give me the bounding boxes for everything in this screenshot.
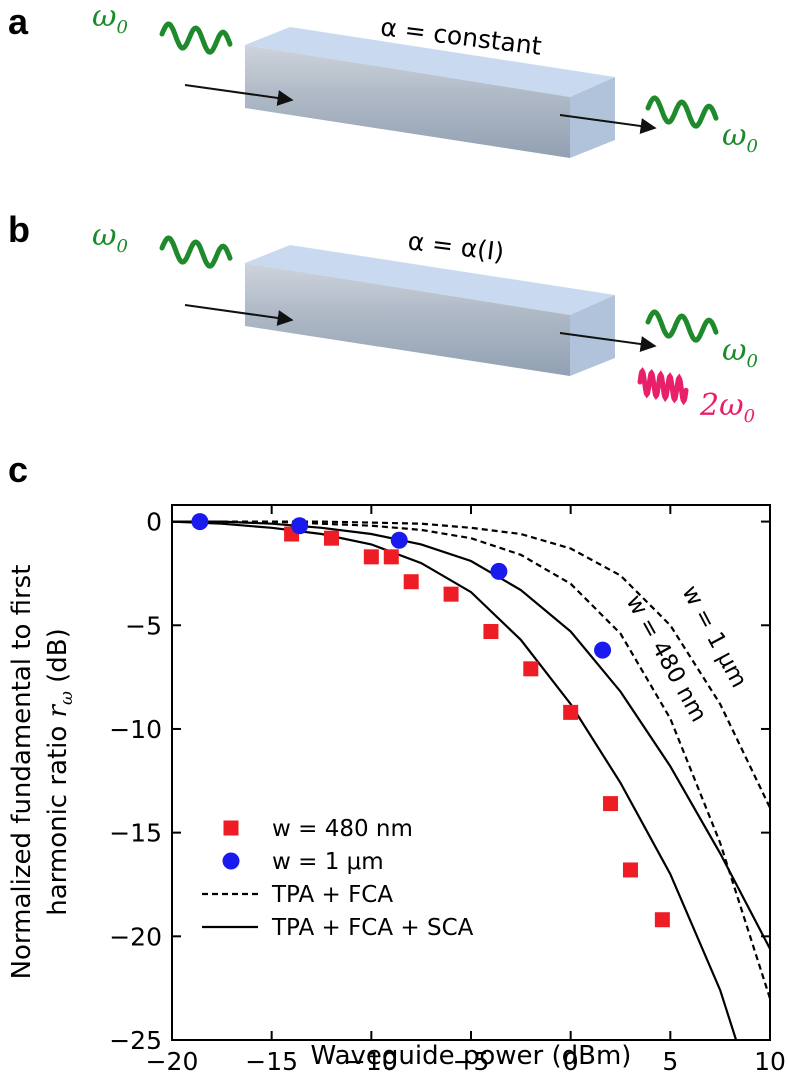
y-tick-label: −25 bbox=[109, 1026, 162, 1055]
input-frequency: ω0 bbox=[92, 0, 128, 38]
x-tick-label: −20 bbox=[146, 1047, 199, 1072]
square-point bbox=[443, 586, 459, 602]
harmonic-frequency: 2ω0 bbox=[699, 388, 755, 427]
output-frequency: ω0 bbox=[722, 118, 758, 157]
square-point bbox=[603, 796, 619, 812]
circle-point bbox=[291, 517, 309, 535]
x-tick-label: 0 bbox=[563, 1047, 579, 1072]
circle-point bbox=[390, 531, 408, 549]
input-arrow bbox=[184, 84, 294, 106]
square-point bbox=[383, 549, 399, 565]
input-arrow bbox=[184, 304, 294, 326]
square-point bbox=[363, 549, 379, 565]
x-tick-label: 5 bbox=[662, 1047, 678, 1072]
square-point bbox=[523, 661, 539, 677]
waveguide bbox=[245, 27, 615, 158]
panel-b: b ω0 α = α(I) ω0 2ω0 bbox=[8, 209, 758, 427]
input-frequency: ω0 bbox=[92, 218, 128, 257]
y-axis-label: Normalized fundamental to first bbox=[7, 565, 37, 980]
waveguide bbox=[245, 245, 615, 376]
circle-point bbox=[594, 641, 612, 659]
circle-point bbox=[490, 562, 508, 580]
x-tick-label: −10 bbox=[345, 1047, 398, 1072]
output-frequency: ω0 bbox=[722, 333, 758, 372]
wave bbox=[159, 235, 233, 269]
circle-point bbox=[191, 513, 209, 531]
legend-label: TPA + FCA bbox=[271, 882, 393, 908]
x-tick-label: −15 bbox=[245, 1047, 298, 1072]
square-point bbox=[403, 574, 419, 590]
y-tick-label: −5 bbox=[125, 611, 162, 640]
output-arrow bbox=[559, 332, 657, 352]
y-axis-label: harmonic ratio rω (dB) bbox=[43, 628, 79, 916]
absorption-label: α = α(I) bbox=[406, 226, 506, 267]
legend-label: w = 1 μm bbox=[272, 849, 384, 875]
plot-frame bbox=[171, 504, 771, 1041]
panel-label: a bbox=[8, 1, 29, 42]
x-axis-label: Waveguide power (dBm) bbox=[311, 1041, 632, 1071]
square-point bbox=[223, 820, 239, 836]
square-point bbox=[323, 530, 339, 546]
wave bbox=[645, 95, 719, 129]
panel-a: a ω0 α = constant ω0 bbox=[8, 0, 758, 158]
legend-label: TPA + FCA + SCA bbox=[271, 915, 474, 941]
x-tick-label: −5 bbox=[453, 1047, 490, 1072]
wave bbox=[159, 21, 233, 55]
square-point bbox=[483, 623, 499, 639]
chart-c: c Normalized fundamental to first harmon… bbox=[7, 449, 786, 1072]
panel-label: c bbox=[8, 449, 28, 490]
square-point bbox=[622, 862, 638, 878]
square-point bbox=[563, 704, 579, 720]
panel-label: b bbox=[8, 209, 30, 250]
y-tick-label: −15 bbox=[109, 819, 162, 848]
y-tick-label: −20 bbox=[109, 922, 162, 951]
wave bbox=[645, 309, 719, 343]
wave bbox=[637, 367, 689, 406]
circle-point bbox=[222, 852, 240, 870]
fit-line bbox=[171, 520, 738, 1041]
y-tick-label: 0 bbox=[146, 508, 162, 537]
x-tick-label: 10 bbox=[754, 1047, 786, 1072]
square-point bbox=[654, 912, 670, 928]
fit-line bbox=[172, 520, 771, 950]
output-arrow bbox=[559, 114, 657, 134]
y-tick-label: −10 bbox=[109, 715, 162, 744]
legend-label: w = 480 nm bbox=[272, 816, 413, 842]
